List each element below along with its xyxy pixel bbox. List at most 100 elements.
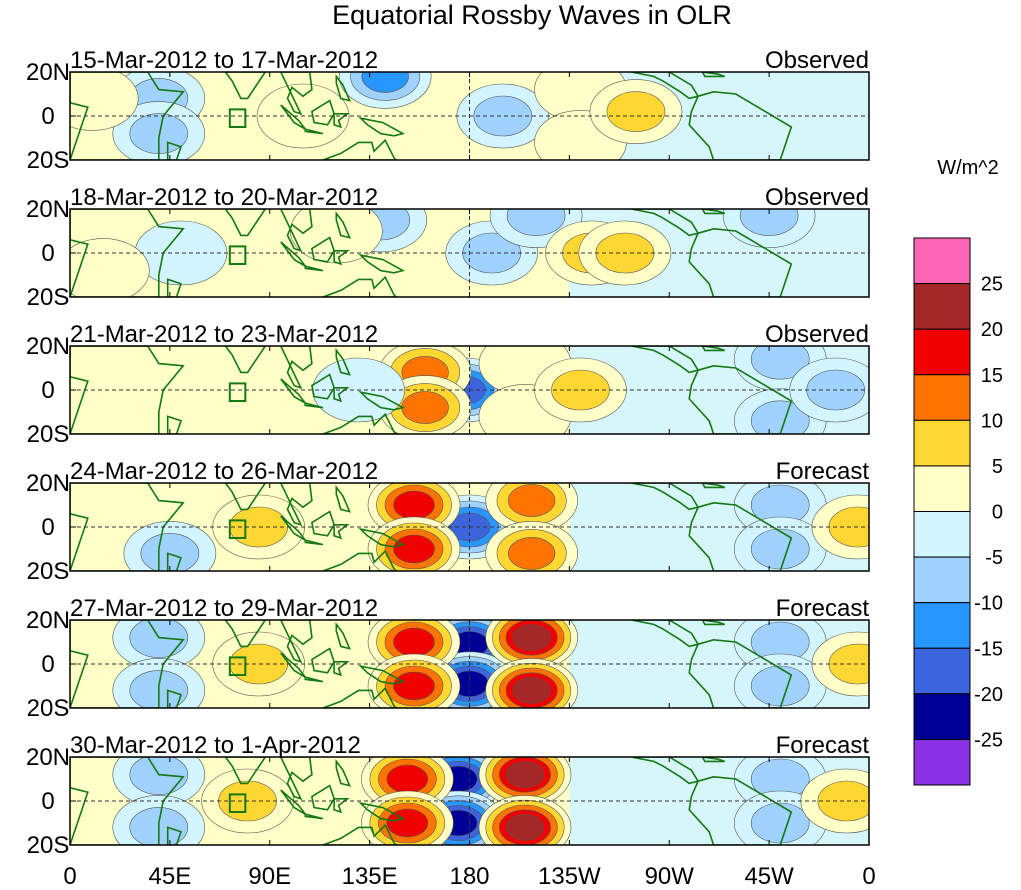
x-tick-label: 135W xyxy=(538,863,601,890)
contour-level xyxy=(393,627,435,657)
coastline xyxy=(688,364,793,434)
contour-level xyxy=(393,490,435,520)
coastline xyxy=(166,689,183,708)
contour-level xyxy=(750,665,810,707)
y-tick-label: 20N xyxy=(26,744,70,771)
colorbar-swatch xyxy=(913,374,971,421)
x-tick-label: 45W xyxy=(744,863,794,890)
coastline xyxy=(279,72,313,116)
coastline xyxy=(631,346,700,374)
anomaly-feature xyxy=(112,620,206,670)
anomaly-feature xyxy=(733,653,827,708)
coastline xyxy=(279,483,313,527)
y-tick-label: 0 xyxy=(41,788,54,815)
colorbar-units: W/m^2 xyxy=(937,157,999,179)
coastline xyxy=(166,552,183,571)
x-axis: 0 45E 90E 135E 180 135W 90W 45W 0 xyxy=(63,863,875,890)
panel: 20N 0 20S 15-Mar-2012 to 17-Mar-2012 Observe… xyxy=(26,47,870,174)
y-tick-label: 0 xyxy=(41,103,54,130)
anomaly-feature xyxy=(733,516,827,571)
coastline xyxy=(311,236,335,263)
contour-level xyxy=(512,677,551,704)
y-tick-label: 20S xyxy=(27,695,70,722)
coastline xyxy=(333,797,350,814)
coastline xyxy=(304,265,324,272)
contour-level xyxy=(508,537,556,570)
index-box xyxy=(228,108,247,129)
contour-level xyxy=(512,624,551,651)
colorbar-label: -10 xyxy=(974,593,1003,615)
coastline xyxy=(166,415,183,434)
index-box xyxy=(228,245,247,265)
y-tick-label: 20S xyxy=(27,284,70,311)
coastline xyxy=(358,801,406,822)
coastline xyxy=(333,660,350,677)
colorbar-swatch xyxy=(913,511,971,558)
coastline xyxy=(70,620,185,708)
panel: 20N 0 20S 18-Mar-2012 to 20-Mar-2012 Observe… xyxy=(26,184,870,311)
coastline xyxy=(631,620,700,648)
coastline xyxy=(335,74,351,102)
panel-period: 30-Mar-2012 to 1-Apr-2012 xyxy=(70,732,361,759)
colorbar-label: 5 xyxy=(992,456,1003,478)
y-tick-label: 20N xyxy=(26,333,70,360)
colorbar-swatch xyxy=(913,283,971,330)
anomaly-feature xyxy=(485,620,578,670)
anomaly-feature xyxy=(212,631,305,697)
panel-kind: Forecast xyxy=(776,595,870,622)
anomaly-feature xyxy=(212,494,305,560)
panel-period: 18-Mar-2012 to 20-Mar-2012 xyxy=(70,184,378,211)
chart-panels: 20N 0 20S 15-Mar-2012 to 17-Mar-2012 Observe… xyxy=(26,47,870,859)
coastline xyxy=(335,211,351,239)
coastline xyxy=(224,72,267,100)
y-tick-label: 20N xyxy=(26,59,70,86)
coastline xyxy=(335,759,351,787)
x-tick-label: 90E xyxy=(248,863,291,890)
x-tick-label: 90W xyxy=(645,863,695,890)
colorbar-label: 0 xyxy=(992,502,1003,524)
y-tick-label: 0 xyxy=(41,377,54,404)
colorbar-swatch xyxy=(913,647,971,695)
y-tick-label: 0 xyxy=(41,651,54,678)
panel-kind: Forecast xyxy=(776,458,870,485)
panel-period: 15-Mar-2012 to 17-Mar-2012 xyxy=(70,47,378,74)
coastline xyxy=(631,72,700,100)
contour-level xyxy=(361,72,409,93)
coastline xyxy=(688,638,793,708)
panel-kind: Observed xyxy=(765,47,869,74)
coastline xyxy=(311,99,335,126)
index-box xyxy=(228,382,247,402)
panel-kind: Forecast xyxy=(776,732,870,759)
coastline xyxy=(631,209,700,237)
panel-kind: Observed xyxy=(765,321,869,348)
coastline xyxy=(358,527,406,548)
contour-level xyxy=(750,400,810,434)
y-tick-label: 20S xyxy=(27,147,70,174)
anomaly-feature xyxy=(338,72,432,109)
colorbar-label: -25 xyxy=(974,729,1003,751)
coastline xyxy=(304,813,324,820)
coastline xyxy=(701,209,725,215)
colorbar-label: -20 xyxy=(974,684,1003,706)
coastline xyxy=(333,113,350,129)
panel-period: 24-Mar-2012 to 26-Mar-2012 xyxy=(70,458,378,485)
y-tick-label: 0 xyxy=(41,240,54,267)
coastline xyxy=(70,209,185,297)
coastline xyxy=(688,501,793,571)
contour-level xyxy=(473,95,533,137)
contour-level xyxy=(505,761,545,788)
coastline xyxy=(311,373,335,400)
contour-level xyxy=(386,764,429,794)
contour-level xyxy=(393,534,435,564)
colorbar-label: -5 xyxy=(985,547,1003,569)
anomaly-feature xyxy=(456,83,550,149)
coastline xyxy=(224,620,267,648)
coastline xyxy=(224,757,267,785)
colorbar-label: -15 xyxy=(974,638,1003,660)
coastline xyxy=(333,386,350,403)
y-tick-label: 20N xyxy=(26,607,70,634)
colorbar-swatch xyxy=(913,328,971,376)
coastline xyxy=(311,647,335,674)
colorbar-label: 20 xyxy=(981,319,1003,341)
index-box xyxy=(228,656,247,677)
